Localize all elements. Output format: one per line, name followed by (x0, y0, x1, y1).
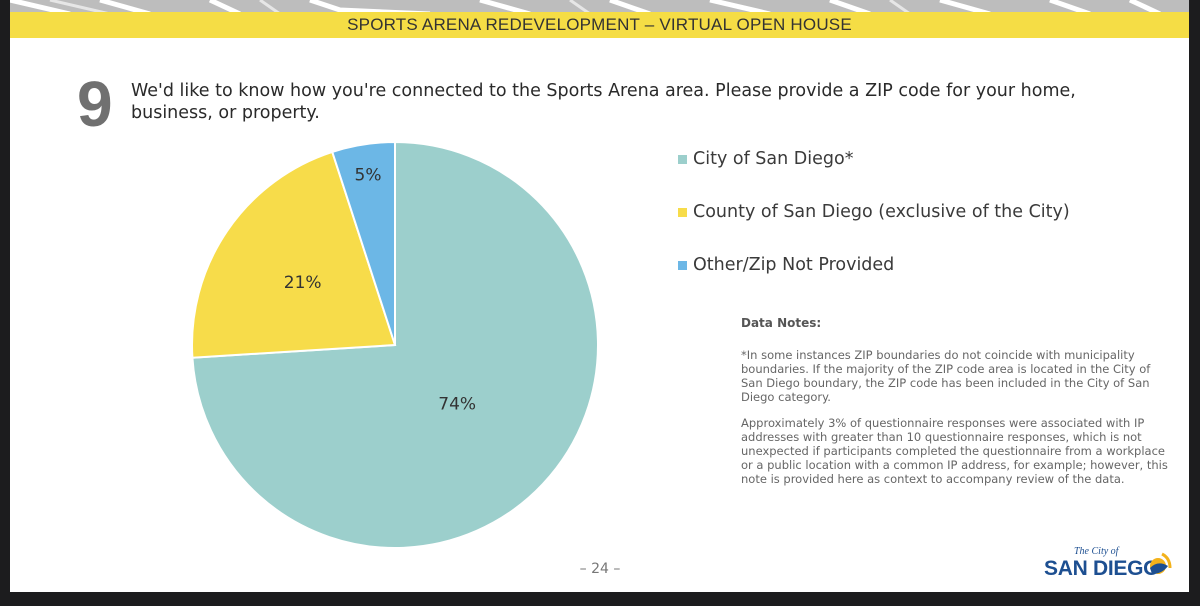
legend-item-other: Other/Zip Not Provided (678, 252, 1158, 278)
legend-label-city: City of San Diego* (693, 149, 854, 169)
legend-item-county: County of San Diego (exclusive of the Ci… (678, 199, 1158, 225)
pie-label-county: 21% (284, 273, 322, 293)
chart-legend: City of San Diego* County of San Diego (… (678, 146, 1158, 305)
pie-label-other: 5% (355, 166, 382, 186)
pie-label-city: 74% (438, 394, 476, 414)
pie-slice-county (191, 150, 397, 359)
slide: SPORTS ARENA REDEVELOPMENT – VIRTUAL OPE… (10, 0, 1189, 592)
question-number: 9 (77, 68, 113, 140)
pie-chart: 74% 21% 5% (191, 140, 599, 549)
legend-swatch-county (678, 207, 687, 217)
question-text: We'd like to know how you're connected t… (131, 81, 1076, 123)
legend-item-city: City of San Diego* (678, 146, 1158, 172)
city-logo: The City of SAN DIEGO (1044, 546, 1174, 582)
pie-slice-other (331, 140, 396, 346)
data-notes: Data Notes: *In some instances ZIP bound… (741, 316, 1171, 498)
data-notes-title: Data Notes: (741, 316, 822, 330)
data-notes-paragraph-1: *In some instances ZIP boundaries do not… (741, 348, 1151, 404)
map-strip-decoration (10, 0, 1189, 14)
page-number: – 24 – (579, 561, 621, 577)
sun-wave-icon (1150, 552, 1172, 574)
legend-swatch-city (678, 154, 687, 164)
map-strip-graphic (10, 0, 1162, 14)
legend-label-other: Other/Zip Not Provided (693, 255, 895, 275)
logo-main-text: SAN DIEGO (1044, 557, 1160, 580)
legend-label-county: County of San Diego (exclusive of the Ci… (693, 202, 1070, 222)
legend-swatch-other (678, 260, 687, 270)
data-notes-paragraph-2: Approximately 3% of questionnaire respon… (741, 416, 1168, 486)
banner-title: SPORTS ARENA REDEVELOPMENT – VIRTUAL OPE… (10, 12, 1189, 38)
logo-small-text: The City of (1074, 546, 1119, 557)
